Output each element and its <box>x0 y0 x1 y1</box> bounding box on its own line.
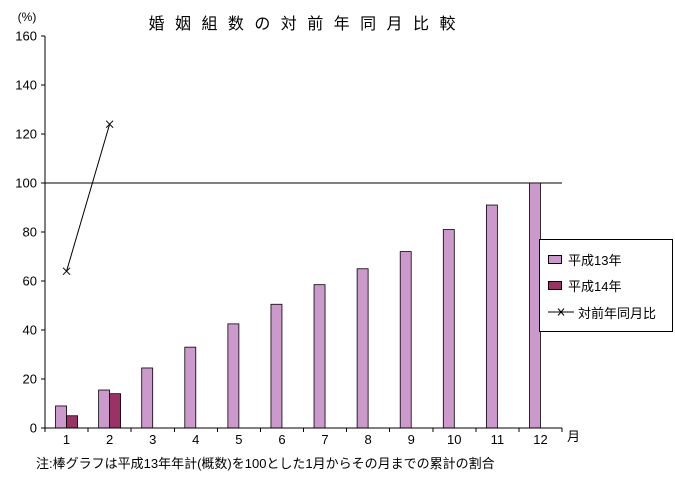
legend-swatch-h14-icon <box>548 281 562 290</box>
y-axis-unit-label: (%) <box>18 10 37 24</box>
bar-series0-month2 <box>98 389 111 429</box>
x-tick-label: 3 <box>149 432 156 447</box>
legend-line-x-icon <box>548 307 574 317</box>
x-tick-label: 5 <box>235 432 242 447</box>
y-tick-label: 160 <box>15 29 37 44</box>
x-tick-label: 11 <box>491 432 505 447</box>
x-tick-label: 9 <box>408 432 415 447</box>
x-tick-label: 10 <box>447 432 461 447</box>
x-tick-label: 2 <box>106 432 113 447</box>
legend-item-h14: 平成14年 <box>548 275 664 297</box>
chart-note: 注:棒グラフは平成13年年計(概数)を100とした1月からその月までの累計の割合 <box>36 456 495 471</box>
x-marker-icon <box>62 267 71 276</box>
x-tick-label: 6 <box>278 432 285 447</box>
x-tick-label: 8 <box>365 432 372 447</box>
x-tick-label: 4 <box>192 432 199 447</box>
legend: 平成13年 平成14年 対前年同月比 <box>539 239 673 332</box>
bar-series0-month9 <box>399 251 412 429</box>
bar-series0-month3 <box>141 367 154 429</box>
y-tick-label: 60 <box>23 274 37 289</box>
legend-item-ratio: 対前年同月比 <box>548 301 664 323</box>
bar-series0-month4 <box>184 346 197 429</box>
x-axis-unit-label: 月 <box>567 429 580 444</box>
x-tick-label: 7 <box>321 432 328 447</box>
y-tick-label: 20 <box>23 372 37 387</box>
bar-series0-month10 <box>442 229 455 429</box>
legend-label-ratio: 対前年同月比 <box>578 305 657 321</box>
y-tick-label: 40 <box>23 323 37 338</box>
bar-series0-month11 <box>485 204 498 429</box>
y-tick-label: 0 <box>30 421 37 436</box>
y-tick-label: 140 <box>15 78 37 93</box>
legend-item-h13: 平成13年 <box>548 248 664 270</box>
legend-label-h13: 平成13年 <box>568 252 622 268</box>
bar-series1-month2 <box>109 393 122 429</box>
chart-title: 婚 姻 組 数 の 対 前 年 同 月 比 較 <box>148 16 459 33</box>
x-tick-label: 12 <box>533 432 547 447</box>
y-tick-label: 80 <box>23 225 37 240</box>
bar-series0-month6 <box>270 303 283 429</box>
bar-series0-month7 <box>313 284 326 429</box>
legend-swatch-h13-icon <box>548 254 562 264</box>
bar-series0-month5 <box>227 323 240 429</box>
bar-series0-month8 <box>356 268 369 429</box>
y-tick-label: 120 <box>15 127 37 142</box>
x-tick-label: 1 <box>63 432 70 447</box>
x-marker-icon <box>105 120 114 129</box>
bar-series1-month1 <box>66 415 78 429</box>
bar-series0-month1 <box>55 405 67 429</box>
y-tick-label: 100 <box>15 176 37 191</box>
legend-label-h14: 平成14年 <box>568 279 622 294</box>
ratio-line <box>66 124 111 272</box>
